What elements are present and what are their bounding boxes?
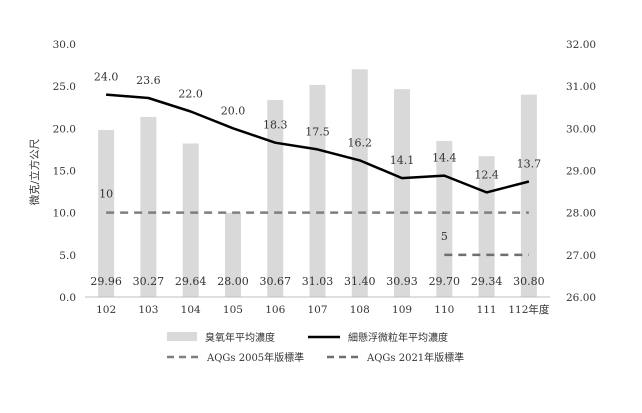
pm25-label-5: 17.5 — [305, 125, 330, 138]
bar-series — [98, 69, 537, 297]
y-right-tick-2: 28.00 — [566, 208, 596, 220]
pm25-label-8: 14.4 — [432, 152, 457, 165]
pm25-label-0: 24.0 — [94, 71, 119, 84]
x-tick-2: 104 — [181, 304, 201, 316]
x-tick-9: 111 — [477, 304, 497, 316]
y-left-tick-4: 20.0 — [53, 123, 76, 135]
bar-6 — [351, 69, 368, 297]
ozone-label-0: 29.96 — [90, 275, 122, 288]
y-left-tick-5: 25.0 — [53, 81, 76, 93]
legend: 臭氧年平均濃度 細懸浮微粒年平均濃度 AQGs 2005年版標準 AQGs 2021年… — [167, 331, 464, 364]
ozone-label-7: 30.93 — [386, 275, 418, 288]
legend-swatch-ozone — [167, 332, 197, 341]
y-left-tick-2: 10.0 — [53, 208, 76, 220]
data-labels: 10 5 24.0 23.6 22.0 20.0 18.3 17.5 16.2 14.1 14.4 1… — [90, 71, 544, 288]
y-right-tick-6: 32.00 — [566, 39, 596, 51]
pm25-label-4: 18.3 — [263, 119, 288, 132]
ozone-label-8: 29.70 — [429, 275, 461, 288]
pm25-label-3: 20.0 — [221, 104, 246, 117]
legend-label-aqg2021: AQGs 2021年版標準 — [366, 351, 464, 364]
y-axis-title: 微克/立方公尺 — [28, 138, 41, 205]
ozone-label-4: 30.67 — [259, 275, 291, 288]
x-tick-3: 105 — [223, 304, 243, 316]
pm25-label-2: 22.0 — [178, 87, 203, 100]
y-right-tick-3: 29.00 — [566, 166, 596, 178]
y-left-tick-0: 0.0 — [59, 292, 76, 304]
x-tick-5: 107 — [307, 304, 327, 316]
bar-4 — [267, 100, 284, 297]
y-left-tick-6: 30.0 — [53, 39, 76, 51]
pm25-label-7: 14.1 — [390, 154, 415, 167]
ozone-label-5: 31.03 — [302, 275, 334, 288]
x-tick-4: 106 — [265, 304, 285, 316]
reference-label-0: 10 — [99, 188, 113, 201]
legend-label-ozone: 臭氧年平均濃度 — [205, 331, 275, 344]
x-tick-7: 109 — [392, 304, 412, 316]
y-right-tick-1: 27.00 — [566, 250, 596, 262]
x-tick-8: 110 — [434, 304, 454, 316]
ozone-label-10: 30.80 — [513, 275, 545, 288]
x-tick-10: 112年度 — [508, 303, 550, 316]
ozone-label-2: 29.64 — [175, 275, 207, 288]
bar-2 — [182, 143, 199, 297]
bar-8 — [436, 140, 453, 297]
bar-7 — [394, 89, 411, 297]
x-tick-1: 103 — [138, 304, 158, 316]
y-right-tick-5: 31.00 — [566, 81, 596, 93]
y-left-tick-3: 15.0 — [53, 166, 76, 178]
x-tick-6: 108 — [350, 304, 370, 316]
pm25-label-10: 13.7 — [517, 157, 542, 170]
ozone-label-6: 31.40 — [344, 275, 376, 288]
ozone-label-3: 28.00 — [217, 275, 249, 288]
axes: 102 103 104 105 106 107 108 109 110 111 112年度0.05.… — [28, 39, 596, 316]
reference-label-1: 5 — [441, 230, 448, 243]
pm25-label-1: 23.6 — [136, 74, 161, 87]
bar-10 — [520, 94, 537, 297]
bar-5 — [309, 84, 326, 297]
ozone-label-1: 30.27 — [133, 275, 165, 288]
y-left-tick-1: 5.0 — [59, 250, 76, 262]
reference-lines — [106, 211, 529, 257]
ozone-label-9: 29.34 — [471, 275, 503, 288]
y-right-tick-0: 26.00 — [566, 292, 596, 304]
pm25-label-6: 16.2 — [348, 136, 373, 149]
x-tick-0: 102 — [96, 304, 116, 316]
legend-label-aqg2005: AQGs 2005年版標準 — [206, 351, 304, 364]
bar-3 — [224, 212, 241, 297]
legend-label-pm25: 細懸浮微粒年平均濃度 — [348, 331, 448, 344]
pm25-label-9: 12.4 — [474, 168, 499, 181]
bar-1 — [140, 116, 157, 297]
y-right-tick-4: 30.00 — [566, 123, 596, 135]
line-series — [105, 93, 530, 194]
